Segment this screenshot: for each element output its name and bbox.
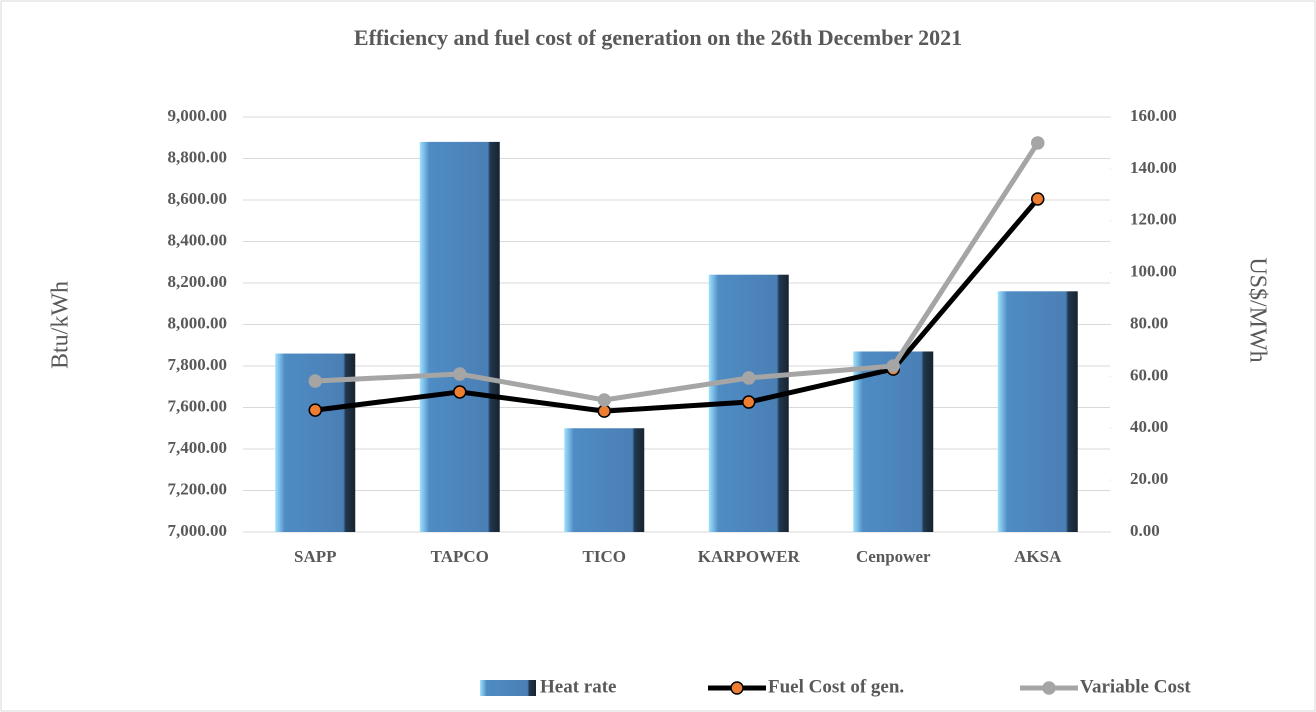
marker bbox=[597, 404, 611, 418]
bar bbox=[419, 141, 500, 532]
chart-title: Efficiency and fuel cost of generation o… bbox=[354, 25, 962, 50]
y2-tick-label: 120.00 bbox=[1130, 210, 1177, 229]
marker bbox=[1031, 136, 1045, 150]
y-tick-label: 7,400.00 bbox=[168, 438, 228, 457]
y-tick-label: 8,600.00 bbox=[168, 189, 228, 208]
marker bbox=[308, 374, 322, 388]
legend-label: Fuel Cost of gen. bbox=[768, 676, 904, 697]
marker bbox=[742, 371, 756, 385]
marker bbox=[886, 359, 900, 373]
line bbox=[314, 197, 1040, 414]
x-tick-label: Cenpower bbox=[856, 547, 931, 566]
y-tick-label: 7,200.00 bbox=[168, 479, 228, 498]
line bbox=[315, 141, 1040, 403]
x-tick-label: SAPP bbox=[294, 547, 337, 566]
x-tick-label: AKSA bbox=[1014, 547, 1062, 566]
x-tick-label: TICO bbox=[583, 547, 626, 566]
y-tick-label: 7,600.00 bbox=[168, 396, 228, 415]
legend-marker bbox=[730, 681, 744, 695]
y2-tick-label: 160.00 bbox=[1130, 106, 1177, 125]
marker bbox=[597, 393, 611, 407]
y2-axis-label: US$/MWh bbox=[1244, 257, 1270, 362]
y-tick-label: 7,000.00 bbox=[168, 521, 228, 540]
y-tick-label: 8,000.00 bbox=[168, 313, 228, 332]
marker bbox=[453, 385, 467, 399]
y-tick-label: 8,200.00 bbox=[168, 272, 228, 291]
marker bbox=[742, 395, 756, 409]
marker bbox=[308, 403, 322, 417]
y2-tick-label: 140.00 bbox=[1130, 158, 1177, 177]
y2-tick-label: 60.00 bbox=[1130, 365, 1168, 384]
y-tick-label: 7,800.00 bbox=[168, 355, 228, 374]
y2-tick-label: 40.00 bbox=[1130, 417, 1168, 436]
x-tick-label: KARPOWER bbox=[698, 547, 801, 566]
y2-tick-label: 20.00 bbox=[1130, 469, 1168, 488]
legend-marker bbox=[1042, 681, 1056, 695]
x-tick-label: TAPCO bbox=[431, 547, 489, 566]
legend-label: Variable Cost bbox=[1080, 676, 1191, 697]
y2-tick-label: 100.00 bbox=[1130, 262, 1177, 281]
y2-tick-label: 0.00 bbox=[1130, 521, 1160, 540]
y2-tick-label: 80.00 bbox=[1130, 313, 1168, 332]
legend-label: Heat rate bbox=[540, 676, 616, 697]
y-tick-label: 8,400.00 bbox=[168, 230, 228, 249]
y-axis-label: Btu/kWh bbox=[48, 281, 74, 369]
marker bbox=[453, 367, 467, 381]
legend-swatch bbox=[480, 680, 536, 696]
bar bbox=[997, 291, 1078, 532]
bar bbox=[564, 428, 645, 532]
bar bbox=[853, 351, 934, 532]
y-tick-label: 9,000.00 bbox=[168, 106, 228, 125]
marker bbox=[1031, 192, 1045, 206]
y-tick-label: 8,800.00 bbox=[168, 147, 228, 166]
